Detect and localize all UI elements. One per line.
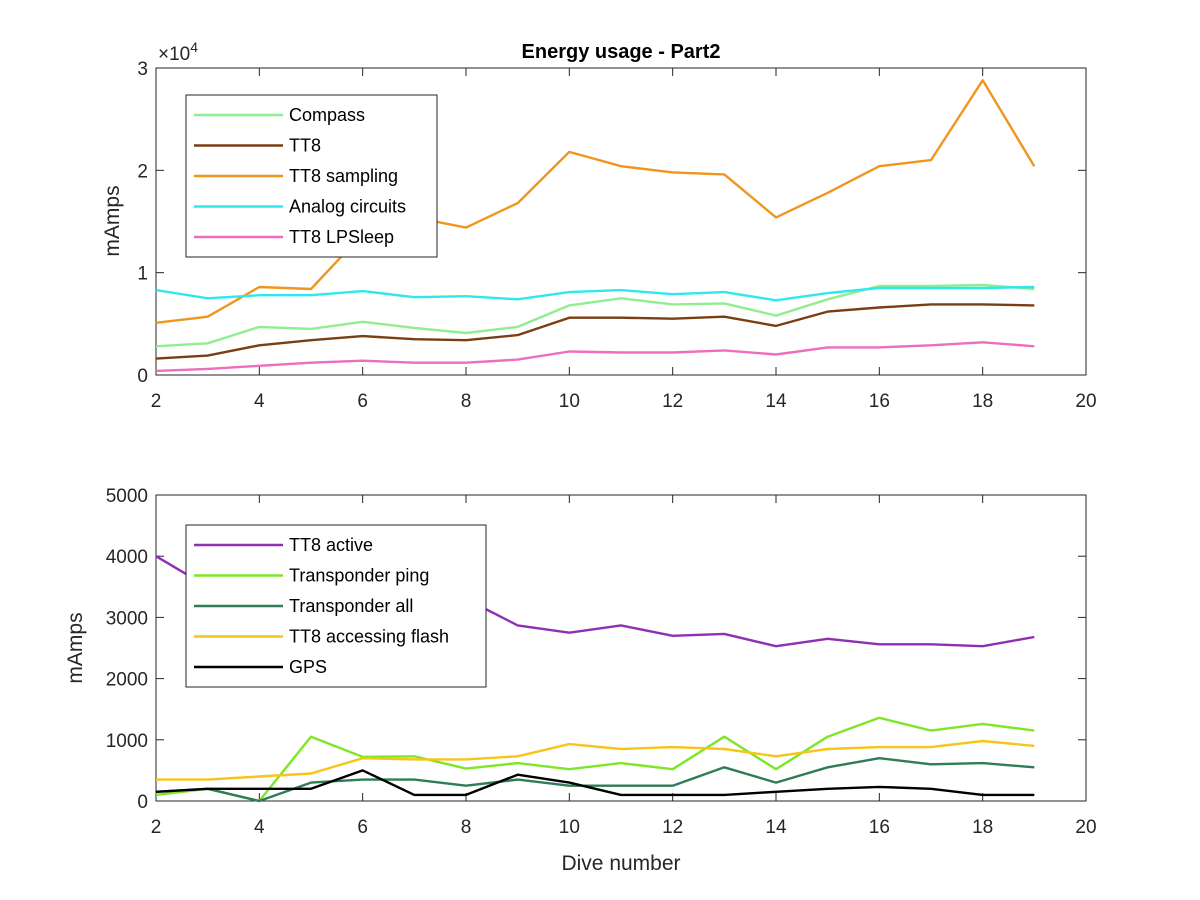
x-tick-label: 12 [662,817,683,838]
legend-entry: TT8 accessing flash [289,627,449,647]
x-tick-label: 2 [151,817,162,838]
x-tick-label: 6 [357,817,368,838]
x-tick-label: 8 [461,391,472,412]
y-tick-label: 3000 [106,608,148,629]
legend-entry: TT8 [289,136,321,156]
legend-entry: TT8 sampling [289,166,398,186]
series-line-compass [155,283,1035,348]
y-axis-label: mAmps [101,185,124,256]
x-tick-label: 18 [972,817,993,838]
subplot-1: 2 4 6 8 10 12 14 16 18 200123×104mAmpsCompassTT8T… [101,39,1097,412]
legend-entry: Compass [289,105,365,125]
series-line-transponder-all [155,757,1035,803]
y-tick-label: 2 [137,161,148,182]
x-tick-label: 14 [765,817,787,838]
y-tick-label: 4000 [106,547,148,568]
x-tick-label: 12 [662,391,683,412]
x-tick-label: 16 [869,817,890,838]
series-line-tt8 [155,303,1035,360]
series-line-tt8-lpsleep [155,341,1035,373]
x-tick-label: 20 [1075,817,1096,838]
legend-entry: TT8 LPSleep [289,227,394,247]
x-tick-label: 16 [869,391,890,412]
series-line-gps [155,769,1035,797]
x-tick-label: 10 [559,391,580,412]
x-tick-label: 10 [559,817,580,838]
x-axis-label: Dive number [561,852,680,875]
y-tick-label: 0 [137,792,148,813]
series-line-analog-circuits [155,285,1035,302]
series-line-transponder-ping [155,716,1035,803]
y-multiplier-exponent: 4 [190,39,198,55]
legend-entry: Transponder all [289,596,413,616]
legend: TT8 active Transponder ping Transponder al… [185,524,487,688]
legend: Compass TT8 TT8 sampling Analog circuits TT8… [185,94,438,258]
y-tick-label: 1 [137,264,148,285]
x-tick-label: 4 [254,391,265,412]
y-tick-label: 1000 [106,731,148,752]
x-tick-label: 6 [357,391,368,412]
x-tick-label: 4 [254,817,265,838]
y-tick-label: 5000 [106,486,148,507]
series-line-tt8-accessing-flash [156,739,1035,781]
legend-entry: Transponder ping [289,566,429,586]
y-multiplier-label: ×104 [158,39,198,65]
legend-entry: GPS [289,657,327,677]
x-tick-label: 18 [972,391,993,412]
x-tick-label: 2 [151,391,162,412]
chart-title: Energy usage - Part2 [522,41,721,63]
series-line-tt8-sampling [155,79,1036,324]
y-tick-label: 2000 [106,670,148,691]
y-tick-label: 0 [137,366,148,387]
legend-entry: Analog circuits [289,197,406,217]
y-axis-label: mAmps [64,612,87,683]
x-tick-label: 8 [461,817,472,838]
x-tick-label: 20 [1075,391,1096,412]
x-tick-label: 14 [765,391,787,412]
legend-entry: TT8 active [289,535,373,555]
subplot-2: 2 4 6 8 10 12 14 16 18 20 0 1000 2000 3000 4000 5000 mAm… [64,486,1097,838]
y-tick-label: 3 [137,59,148,80]
